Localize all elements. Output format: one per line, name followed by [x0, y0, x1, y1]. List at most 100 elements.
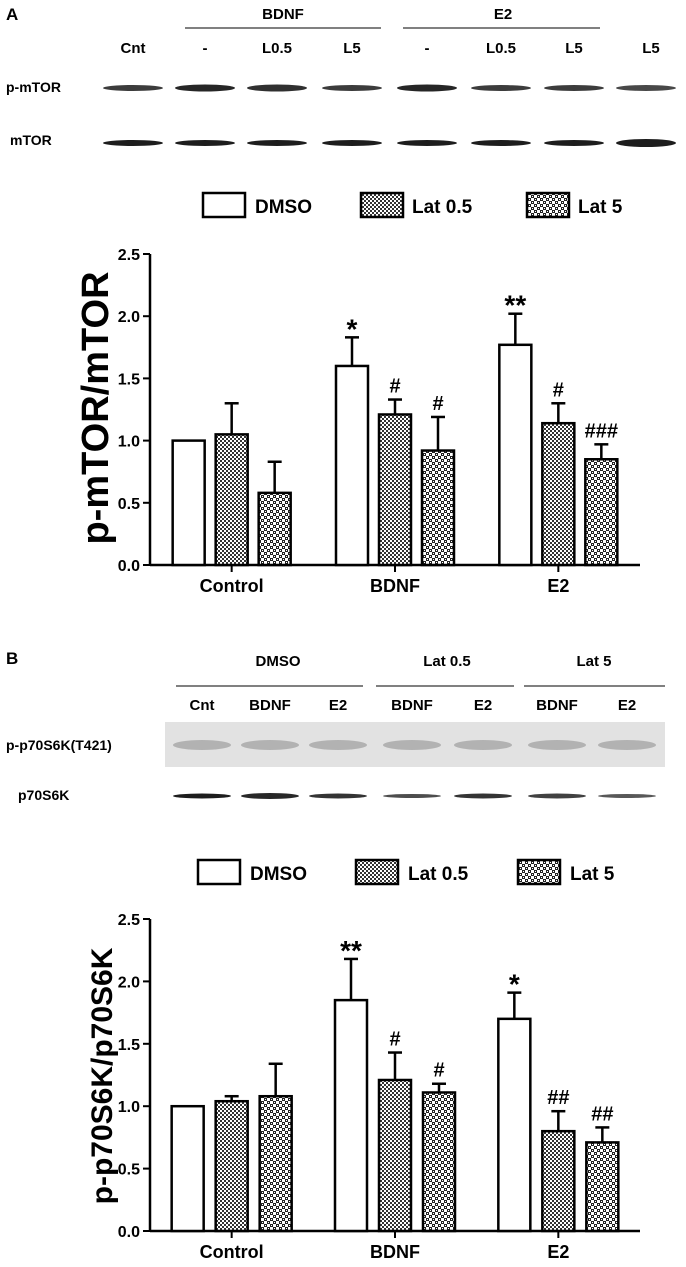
bar	[420, 449, 456, 567]
lane-label: E2	[618, 697, 636, 714]
bar	[497, 1017, 532, 1233]
significance-label: ##	[547, 1087, 569, 1109]
blot-band	[598, 740, 656, 750]
panel-b: B DMSO Lat 0.5 Lat 5 Cnt BDNF E2 BDNF E2…	[6, 649, 665, 803]
significance-label: #	[389, 376, 400, 398]
significance-label: #	[389, 1029, 400, 1051]
blot-band	[241, 740, 299, 750]
blot-band	[598, 794, 656, 798]
legend-label-lat-0-5: Lat 0.5	[408, 864, 469, 885]
chart-b-y-axis-label: p-p70S6K/p70S6K	[86, 947, 119, 1204]
panel-a-group-header-bdnf: BDNF	[262, 6, 304, 23]
bar	[541, 1129, 576, 1233]
bar	[585, 1141, 620, 1233]
blot-row-label-p70s6k: p70S6K	[18, 787, 69, 803]
significance-label: ###	[585, 420, 618, 442]
chart-a-legend: DMSO Lat 0.5 Lat 5	[201, 191, 623, 219]
blot-band	[616, 139, 676, 147]
significance-label: ##	[591, 1103, 613, 1125]
y-tick-label: 1.5	[118, 371, 140, 388]
bar	[377, 413, 413, 567]
bar	[334, 364, 370, 567]
bar	[258, 1094, 293, 1233]
blot-band	[322, 85, 382, 91]
lane-label: L5	[565, 40, 583, 57]
lane-label: -	[425, 40, 430, 57]
lane-label: BDNF	[249, 697, 291, 714]
blot-band	[173, 740, 231, 750]
blot-row-label-p-p70s6k: p-p70S6K(T421)	[6, 737, 112, 753]
bar	[214, 433, 249, 567]
blot-band	[454, 740, 512, 750]
y-tick-label: 1.5	[118, 1037, 140, 1054]
x-tick-label: Control	[200, 1242, 264, 1262]
legend-label-dmso: DMSO	[255, 197, 312, 218]
blot-band	[397, 84, 457, 92]
bar	[333, 998, 369, 1233]
bar	[257, 491, 292, 567]
lane-label: L0.5	[262, 40, 292, 57]
legend-label-lat-5: Lat 5	[570, 864, 615, 885]
lane-label: E2	[329, 697, 347, 714]
bar	[541, 421, 576, 567]
bar	[421, 1091, 457, 1233]
y-tick-label: 0.0	[118, 1224, 140, 1241]
legend-swatch-lat-0-5	[359, 191, 405, 219]
blot-row-label-mtor: mTOR	[10, 132, 52, 148]
blot-band	[322, 140, 382, 146]
blot-band	[247, 140, 307, 146]
y-tick-label: 0.5	[118, 496, 140, 513]
significance-label: #	[433, 1060, 444, 1082]
panel-a-group-header-e2: E2	[494, 6, 512, 23]
legend-swatch-dmso	[201, 191, 247, 219]
bar	[214, 1099, 249, 1233]
bar	[377, 1078, 413, 1233]
blot-band	[471, 85, 531, 91]
blot-band	[471, 140, 531, 146]
blot-band	[454, 793, 512, 799]
legend-label-dmso: DMSO	[250, 864, 307, 885]
legend-swatch-dmso	[196, 858, 242, 886]
panel-b-lane-labels: Cnt BDNF E2 BDNF E2 BDNF E2	[190, 697, 637, 714]
y-tick-label: 2.5	[118, 912, 140, 929]
blot-band	[397, 140, 457, 146]
panel-a: A BDNF E2 Cnt - L0.5 L5 - L0.5 L5 L5 p-m…	[6, 5, 676, 148]
blot-band	[241, 793, 299, 799]
significance-label: *	[347, 313, 358, 344]
legend-swatch-lat-5	[516, 858, 562, 886]
blot-band	[544, 85, 604, 91]
x-tick-label: BDNF	[370, 1242, 420, 1262]
blot-membrane	[165, 722, 665, 767]
significance-label: #	[432, 393, 443, 415]
panel-b-group-header-dmso: DMSO	[256, 653, 301, 670]
blot-band	[247, 84, 307, 92]
blot-band	[175, 84, 235, 92]
panel-b-group-header-lat-0-5: Lat 0.5	[423, 653, 471, 670]
blot-band	[309, 793, 367, 799]
legend-label-lat-0-5: Lat 0.5	[412, 197, 473, 218]
y-tick-label: 0.0	[118, 558, 140, 575]
bar	[170, 1104, 205, 1233]
bar	[584, 458, 619, 567]
blot-band	[528, 793, 586, 799]
y-tick-label: 2.0	[118, 309, 140, 326]
lane-label: BDNF	[391, 697, 433, 714]
lane-label: L5	[343, 40, 361, 57]
significance-label: #	[553, 379, 564, 401]
lane-label: E2	[474, 697, 492, 714]
lane-label: -	[203, 40, 208, 57]
panel-b-blot	[165, 722, 665, 799]
y-tick-label: 0.5	[118, 1162, 140, 1179]
blot-band	[175, 140, 235, 146]
blot-band	[309, 740, 367, 750]
blot-row-label-p-mtor: p-mTOR	[6, 79, 61, 95]
x-tick-label: E2	[547, 1242, 569, 1262]
x-tick-label: Control	[200, 576, 264, 596]
lane-label: Cnt	[121, 40, 146, 57]
blot-band	[383, 740, 441, 750]
blot-band	[616, 85, 676, 91]
significance-label: **	[504, 290, 526, 321]
